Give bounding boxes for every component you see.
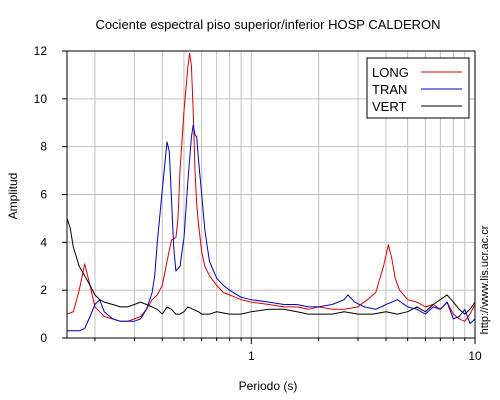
y-tick-label: 2 [40, 283, 47, 297]
chart-title: Cociente espectral piso superior/inferio… [95, 17, 440, 32]
x-axis-label: Periodo (s) [239, 379, 298, 393]
series-line-vert [66, 218, 476, 315]
y-tick-label: 4 [40, 235, 47, 249]
side-url-text: http://www.lis.ucr.ac.cr [479, 225, 491, 334]
chart-series [66, 52, 476, 332]
y-tick-label: 0 [40, 331, 47, 345]
series-line-long [66, 52, 476, 322]
series-line-tran [67, 124, 476, 332]
x-axis-ticks: 1 10 [94, 338, 482, 363]
legend-label: VERT [372, 99, 406, 114]
y-axis-ticks: 0 2 4 6 8 10 12 [34, 44, 67, 345]
x-tick-label: 10 [468, 349, 482, 363]
x-tick-label: 1 [248, 349, 255, 363]
y-tick-label: 10 [34, 92, 48, 106]
y-tick-label: 12 [34, 44, 48, 58]
legend-box [366, 57, 470, 119]
y-axis-label: Amplitud [6, 173, 20, 220]
legend-label: TRAN [372, 82, 407, 97]
legend-label: LONG [372, 65, 409, 80]
chart-legend: LONG TRAN VERT [366, 57, 470, 119]
y-tick-label: 8 [40, 140, 47, 154]
y-tick-label: 6 [40, 188, 47, 202]
